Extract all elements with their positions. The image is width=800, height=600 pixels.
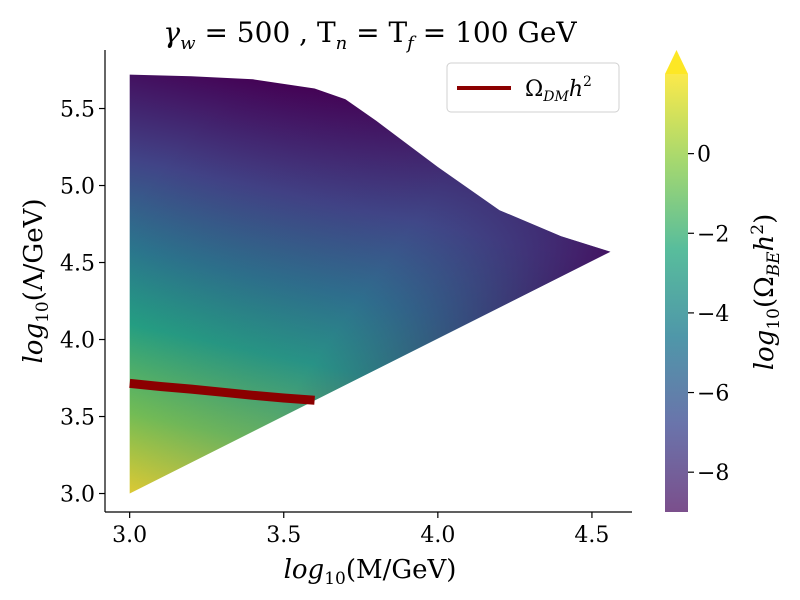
y-label-sub: 10 bbox=[33, 301, 53, 323]
y-tick-label: 4.5 bbox=[60, 252, 95, 277]
legend-box bbox=[446, 62, 620, 113]
legend-omega: Ω bbox=[525, 77, 543, 102]
x-tick-label: 4.0 bbox=[420, 523, 455, 548]
y-axis-label: log10(Λ/GeV) bbox=[19, 198, 53, 363]
x-ticks: 3.0 3.5 4.0 4.5 bbox=[112, 512, 609, 548]
colorbar: 0 −2 −4 −6 −8 log10(ΩBEh2) bbox=[665, 50, 784, 512]
y-tick-label: 3.5 bbox=[60, 406, 95, 431]
cb-label-sup: 2 bbox=[748, 224, 768, 235]
cb-label-end: ) bbox=[750, 214, 780, 224]
title-tail: = 100 GeV bbox=[414, 16, 578, 49]
x-label-sub: 10 bbox=[324, 569, 346, 589]
colorbar-tick-label: −4 bbox=[697, 302, 729, 327]
parameter-region-shade bbox=[129, 74, 611, 494]
title-gamma: γ bbox=[163, 16, 180, 49]
colorbar-tick-label: −8 bbox=[697, 461, 729, 486]
legend-sup-2: 2 bbox=[583, 74, 592, 90]
x-tick-label: 3.0 bbox=[112, 523, 147, 548]
colorbar-tick-label: −6 bbox=[697, 382, 729, 407]
x-label-log: log bbox=[284, 555, 325, 585]
legend-label-omega-dm: ΩDMh2 bbox=[525, 74, 592, 105]
y-tick-label: 5.0 bbox=[60, 175, 95, 200]
x-label-post: (M/GeV) bbox=[346, 555, 457, 585]
x-tick-label: 3.5 bbox=[266, 523, 301, 548]
colorbar-tick-label: −2 bbox=[697, 222, 729, 247]
plot-area bbox=[129, 74, 611, 494]
y-tick-label: 4.0 bbox=[60, 329, 95, 354]
cb-label-h: h bbox=[750, 235, 780, 252]
x-axis-label: log10(M/GeV) bbox=[284, 555, 457, 589]
colorbar-tick-label: 0 bbox=[697, 143, 711, 168]
series-line-omega-dm bbox=[129, 378, 315, 405]
x-tick-label: 4.5 bbox=[574, 523, 609, 548]
colorbar-ticks: 0 −2 −4 −6 −8 bbox=[688, 143, 729, 486]
colorbar-extend-arrow bbox=[665, 50, 688, 74]
y-label-post: (Λ/GeV) bbox=[19, 198, 49, 301]
cb-label-log: log bbox=[750, 330, 780, 371]
y-label-log: log bbox=[19, 323, 49, 364]
y-ticks: 3.0 3.5 4.0 4.5 5.0 5.5 bbox=[60, 98, 105, 508]
title-sub-w: w bbox=[180, 33, 196, 54]
y-tick-label: 3.0 bbox=[60, 483, 95, 508]
colorbar-bar bbox=[665, 74, 688, 512]
cb-label-mid: (Ω bbox=[750, 276, 780, 308]
legend-sub-dm: DM bbox=[542, 89, 569, 105]
cb-label-sub2: BE bbox=[764, 251, 784, 277]
title-mid: = 500 , T bbox=[196, 16, 336, 49]
colorbar-label: log10(ΩBEh2) bbox=[748, 214, 784, 371]
legend-h: h bbox=[569, 77, 583, 102]
legend: ΩDMh2 bbox=[446, 62, 620, 113]
cb-label-sub: 10 bbox=[764, 308, 784, 330]
y-tick-label: 5.5 bbox=[60, 98, 95, 123]
title-sub-n: n bbox=[336, 33, 348, 54]
title-eq: = T bbox=[347, 16, 407, 49]
chart-title: γw = 500 , Tn = Tf = 100 GeV bbox=[163, 16, 577, 54]
